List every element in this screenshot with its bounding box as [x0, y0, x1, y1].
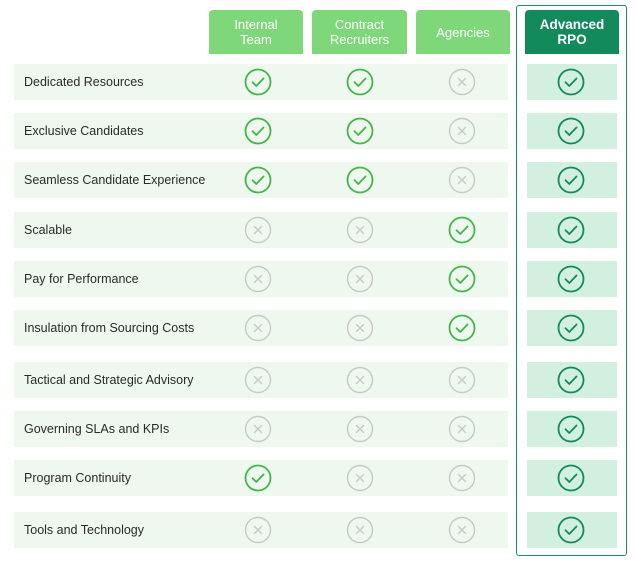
x-circle-icon — [346, 216, 374, 244]
row-label: Scalable — [24, 223, 72, 237]
check-circle-icon — [557, 68, 585, 96]
row-label: Program Continuity — [24, 471, 131, 485]
column-header-advanced-rpo: Advanced RPO — [525, 10, 619, 54]
check-circle-icon — [557, 415, 585, 443]
row-label: Tools and Technology — [24, 523, 144, 537]
check-circle-icon — [346, 117, 374, 145]
x-circle-icon — [244, 216, 272, 244]
column-header-agencies: Agencies — [416, 10, 510, 54]
x-circle-icon — [448, 68, 476, 96]
x-circle-icon — [448, 117, 476, 145]
x-circle-icon — [448, 166, 476, 194]
row-label: Pay for Performance — [24, 272, 139, 286]
x-circle-icon — [448, 464, 476, 492]
row-label: Insulation from Sourcing Costs — [24, 321, 195, 335]
check-circle-icon — [346, 68, 374, 96]
column-header-internal-team: Internal Team — [209, 10, 303, 54]
x-circle-icon — [244, 265, 272, 293]
x-circle-icon — [346, 516, 374, 544]
check-circle-icon — [557, 166, 585, 194]
row-label: Seamless Candidate Experience — [24, 173, 206, 187]
check-circle-icon — [448, 216, 476, 244]
x-circle-icon — [346, 366, 374, 394]
check-circle-icon — [557, 265, 585, 293]
x-circle-icon — [448, 516, 476, 544]
x-circle-icon — [244, 516, 272, 544]
x-circle-icon — [448, 415, 476, 443]
row-label: Governing SLAs and KPIs — [24, 422, 170, 436]
check-circle-icon — [244, 68, 272, 96]
check-circle-icon — [244, 464, 272, 492]
row-label: Exclusive Candidates — [24, 124, 144, 138]
x-circle-icon — [244, 314, 272, 342]
x-circle-icon — [346, 464, 374, 492]
check-circle-icon — [448, 265, 476, 293]
x-circle-icon — [244, 366, 272, 394]
check-circle-icon — [557, 314, 585, 342]
check-circle-icon — [448, 314, 476, 342]
check-circle-icon — [346, 166, 374, 194]
check-circle-icon — [557, 366, 585, 394]
check-circle-icon — [557, 117, 585, 145]
column-header-contract-recruiters: Contract Recruiters — [312, 10, 407, 54]
check-circle-icon — [244, 166, 272, 194]
check-circle-icon — [557, 516, 585, 544]
x-circle-icon — [448, 366, 476, 394]
check-circle-icon — [557, 216, 585, 244]
x-circle-icon — [346, 415, 374, 443]
check-circle-icon — [244, 117, 272, 145]
row-label: Tactical and Strategic Advisory — [24, 373, 194, 387]
check-circle-icon — [557, 464, 585, 492]
x-circle-icon — [244, 415, 272, 443]
row-label: Dedicated Resources — [24, 75, 144, 89]
advanced-rpo-highlight-frame — [516, 5, 627, 556]
x-circle-icon — [346, 265, 374, 293]
x-circle-icon — [346, 314, 374, 342]
